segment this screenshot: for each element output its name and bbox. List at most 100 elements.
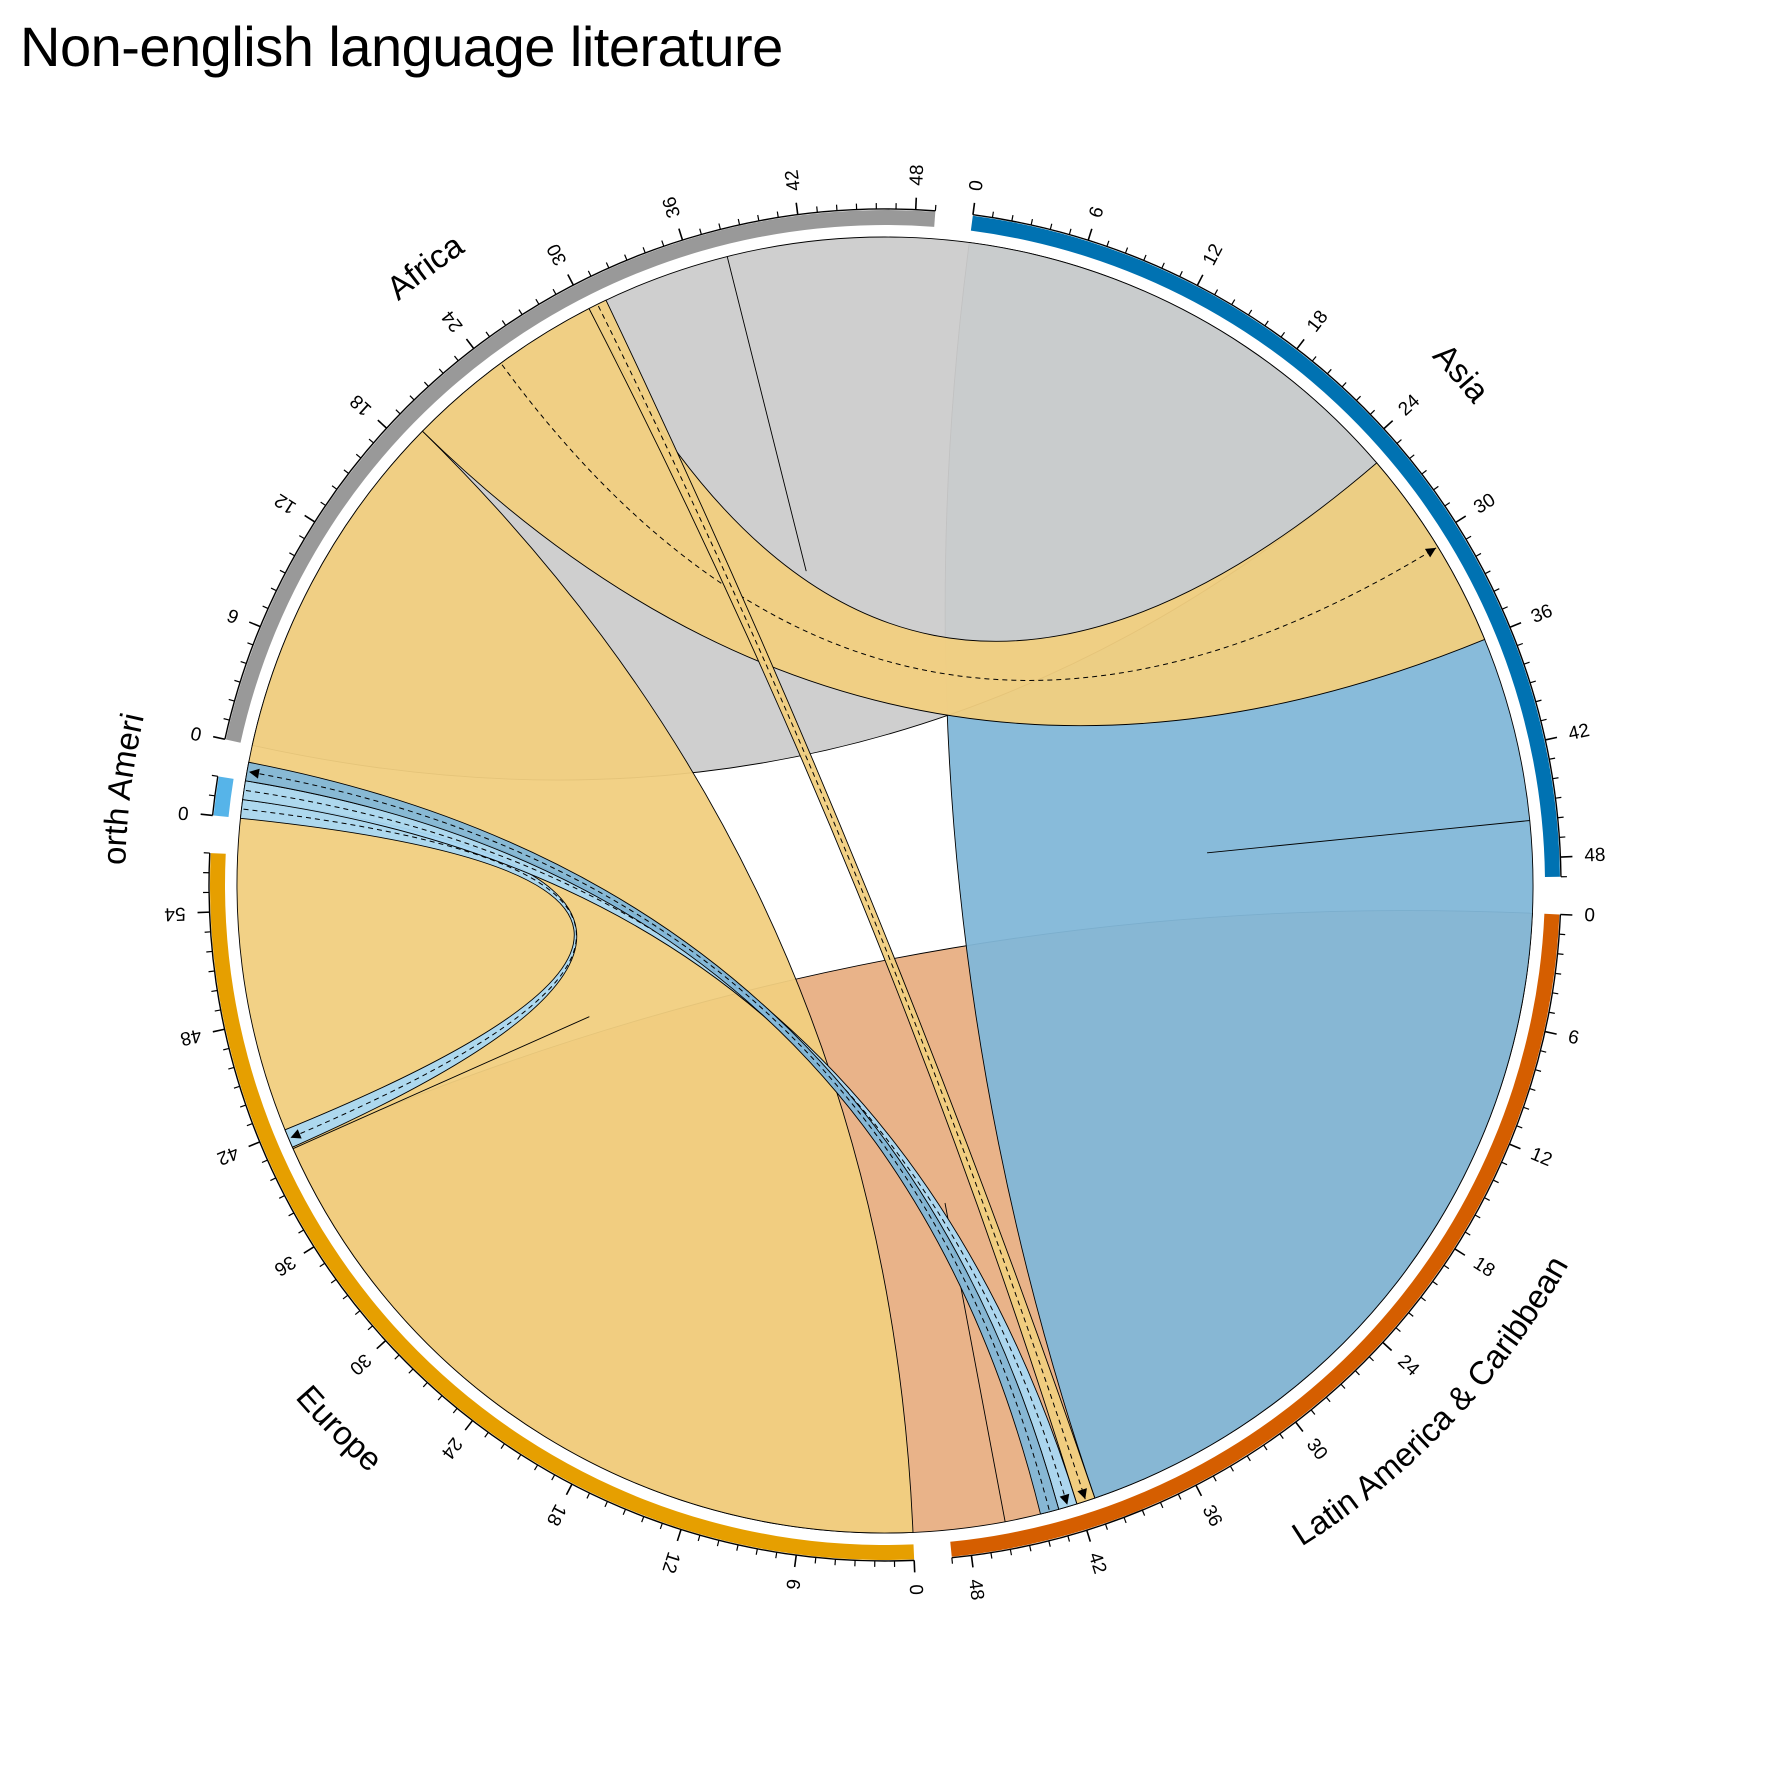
major-tick (972, 202, 976, 215)
minor-tick (535, 298, 540, 305)
minor-tick (718, 223, 721, 230)
minor-tick (951, 1557, 954, 1564)
minor-tick (622, 1508, 627, 1515)
sector-label-text-north-america: North America (0, 0, 151, 865)
minor-tick (211, 774, 218, 777)
major-tick (1509, 621, 1522, 629)
minor-tick (1444, 502, 1451, 507)
minor-tick (1409, 454, 1415, 460)
minor-tick (1049, 223, 1053, 230)
minor-tick (367, 1325, 373, 1331)
minor-tick (422, 1382, 428, 1388)
minor-tick (661, 240, 665, 247)
minor-tick (208, 970, 215, 973)
minor-tick (1029, 1545, 1032, 1552)
minor-tick (409, 395, 415, 401)
tick-label: 0 (966, 179, 988, 192)
minor-tick (354, 1310, 361, 1316)
minor-tick (1354, 1370, 1360, 1376)
minor-tick (330, 1278, 337, 1284)
minor-tick (1326, 368, 1332, 375)
minor-tick (1555, 796, 1562, 799)
minor-tick (1548, 1011, 1555, 1014)
tick-label: 30 (1302, 1435, 1332, 1465)
minor-tick (288, 1212, 295, 1217)
minor-tick (755, 1548, 758, 1555)
minor-tick (1464, 1231, 1471, 1236)
tick-label: 42 (1566, 720, 1591, 745)
major-tick (465, 338, 475, 349)
major-tick (1545, 736, 1558, 741)
minor-tick (454, 355, 459, 362)
minor-tick (408, 1368, 414, 1374)
minor-tick (1535, 1069, 1542, 1072)
minor-tick (1123, 1517, 1127, 1524)
minor-tick (816, 206, 818, 213)
minor-tick (1246, 1455, 1251, 1462)
minor-tick (1161, 262, 1165, 269)
tick-label: 24 (1393, 1351, 1423, 1381)
tick-label: 24 (438, 306, 468, 336)
minor-tick (1516, 1125, 1523, 1129)
tick-label: 30 (1470, 489, 1499, 518)
minor-tick (1529, 680, 1536, 684)
tick-label: 48 (178, 1024, 203, 1049)
minor-tick (214, 1009, 221, 1012)
minor-tick (716, 1540, 720, 1547)
tick-label: 48 (1584, 845, 1606, 867)
tick-label: 48 (906, 164, 928, 186)
minor-tick (211, 989, 218, 993)
minor-tick (1552, 992, 1559, 995)
minor-tick (1433, 485, 1439, 491)
minor-tick (1263, 1444, 1268, 1451)
minor-tick (699, 228, 702, 235)
minor-tick (1501, 606, 1508, 610)
major-tick (377, 419, 388, 429)
minor-tick (1279, 1433, 1284, 1439)
minor-tick (270, 587, 277, 592)
sector-label-europe: Europe (289, 1378, 389, 1479)
minor-tick (1484, 1197, 1490, 1201)
minor-tick (485, 331, 491, 338)
link-asia-to-north-america-8 (244, 761, 1060, 1515)
major-tick (567, 274, 575, 286)
tick-label: 12 (271, 489, 300, 518)
minor-tick (1501, 1161, 1508, 1166)
minor-tick (1465, 535, 1472, 540)
minor-tick (990, 1552, 993, 1559)
sector-label-north-america: North America (0, 0, 151, 865)
tick-label: 6 (1566, 1026, 1581, 1049)
minor-tick (355, 453, 362, 459)
minor-tick (1104, 1523, 1108, 1530)
chart-title: Non-english language literature (20, 15, 783, 78)
minor-tick (206, 950, 213, 953)
minor-tick (1143, 254, 1147, 261)
tick-label: 42 (1084, 1550, 1110, 1576)
major-tick (1294, 1421, 1304, 1433)
minor-tick (517, 1454, 522, 1460)
minor-tick (775, 1552, 778, 1559)
minor-tick (500, 1443, 505, 1449)
minor-tick (246, 1123, 253, 1127)
minor-tick (1068, 228, 1072, 235)
minor-tick (1341, 382, 1347, 388)
minor-tick (1011, 214, 1014, 222)
links-layer (236, 236, 1534, 1534)
minor-tick (586, 1492, 591, 1499)
minor-tick (1443, 1264, 1450, 1270)
major-tick (678, 228, 684, 241)
sector-axis-latin-america-caribbean (951, 914, 1562, 1559)
tick-label: 36 (1198, 1502, 1226, 1530)
minor-tick (1231, 299, 1236, 305)
tick-label: 24 (1394, 390, 1424, 420)
minor-tick (1557, 953, 1564, 955)
tick-label: 36 (1528, 600, 1556, 627)
minor-tick (452, 1407, 458, 1414)
minor-tick (278, 1195, 285, 1199)
minor-tick (1369, 409, 1376, 415)
tick-label: 18 (346, 390, 376, 420)
tick-label: 12 (657, 1549, 683, 1575)
minor-tick (587, 270, 592, 277)
minor-tick (395, 409, 401, 415)
